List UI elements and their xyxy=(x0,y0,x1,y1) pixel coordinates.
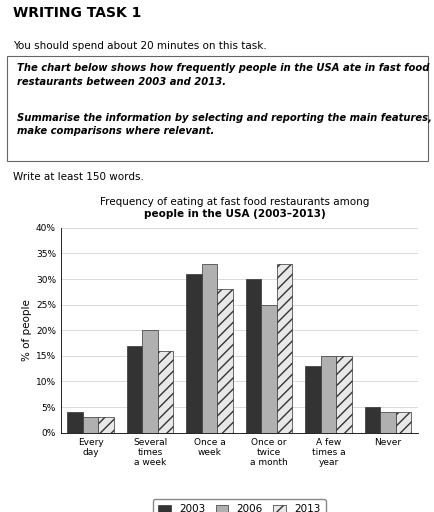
Bar xyxy=(364,407,379,433)
Bar xyxy=(335,356,351,433)
Text: Summarise the information by selecting and reporting the main features, and
make: Summarise the information by selecting a… xyxy=(17,113,434,136)
Bar xyxy=(98,417,114,433)
Bar xyxy=(320,356,335,433)
Bar xyxy=(186,274,201,433)
Bar xyxy=(67,412,83,433)
Text: Frequency of eating at fast food restaurants among: Frequency of eating at fast food restaur… xyxy=(100,197,369,207)
Text: WRITING TASK 1: WRITING TASK 1 xyxy=(13,6,141,20)
Bar xyxy=(217,289,232,433)
Bar xyxy=(83,417,98,433)
Bar xyxy=(379,412,395,433)
Bar xyxy=(158,351,173,433)
Bar xyxy=(142,330,158,433)
Bar xyxy=(395,412,410,433)
Bar xyxy=(127,346,142,433)
Text: people in the USA (2003–2013): people in the USA (2003–2013) xyxy=(144,209,325,219)
Text: You should spend about 20 minutes on this task.: You should spend about 20 minutes on thi… xyxy=(13,41,266,51)
FancyBboxPatch shape xyxy=(7,56,427,161)
Bar xyxy=(276,264,292,433)
Bar xyxy=(261,305,276,433)
Text: The chart below shows how frequently people in the USA ate in fast food
restaura: The chart below shows how frequently peo… xyxy=(17,63,429,87)
Bar xyxy=(305,366,320,433)
Legend: 2003, 2006, 2013: 2003, 2006, 2013 xyxy=(153,499,325,512)
Bar xyxy=(245,279,261,433)
Bar xyxy=(201,264,217,433)
Text: Write at least 150 words.: Write at least 150 words. xyxy=(13,172,144,182)
Y-axis label: % of people: % of people xyxy=(22,300,32,361)
